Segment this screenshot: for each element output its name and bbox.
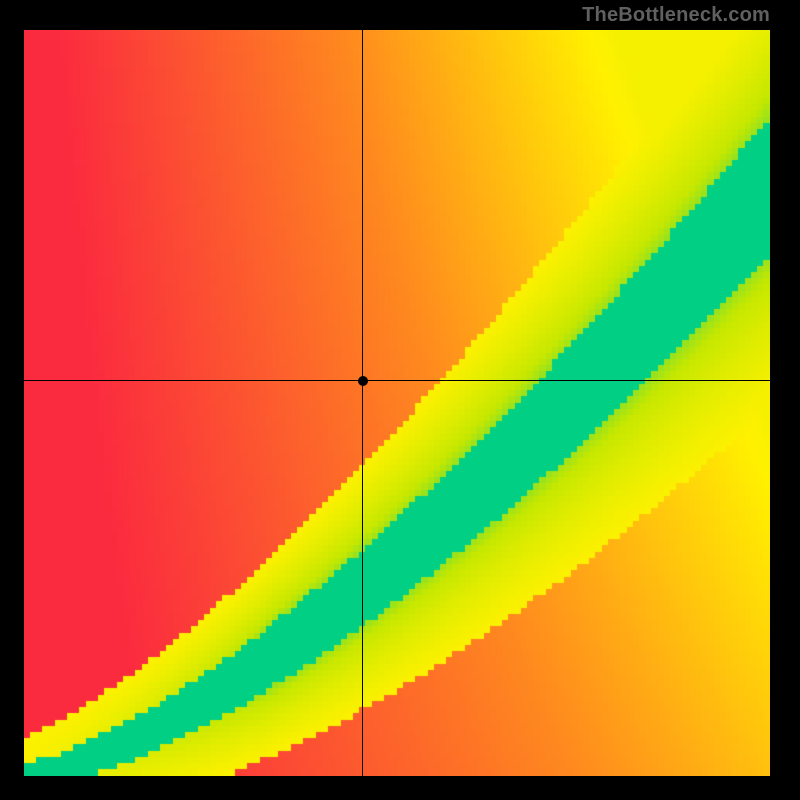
vertical-crosshair (362, 30, 364, 776)
heatmap-canvas (24, 30, 770, 776)
watermark-text: TheBottleneck.com (582, 4, 770, 27)
chart-container: TheBottleneck.com (0, 0, 800, 800)
marker-dot (358, 376, 368, 386)
plot-area (24, 30, 770, 776)
horizontal-crosshair (24, 380, 770, 382)
